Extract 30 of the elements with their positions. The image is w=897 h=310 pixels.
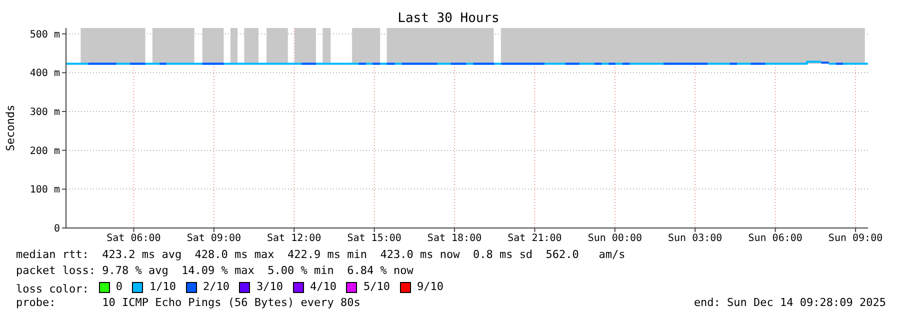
y-axis-title: Seconds xyxy=(4,104,17,152)
x-tick-label: Sat 18:00 xyxy=(427,233,482,244)
legend-label: 1/10 xyxy=(149,279,176,295)
legend-label: 0 xyxy=(116,279,122,295)
legend-title: loss color: xyxy=(16,282,89,296)
x-tick-label: Sun 00:00 xyxy=(588,233,642,244)
legend-label: 9/10 xyxy=(416,279,444,295)
x-tick-label: Sat 21:00 xyxy=(508,233,562,244)
chart-title: Last 30 Hours xyxy=(396,11,500,26)
y-tick-label: 200 m xyxy=(30,146,60,157)
y-tick-label: 0 xyxy=(54,224,60,235)
x-tick-label: Sat 12:00 xyxy=(267,233,322,244)
x-tick-label: Sat 15:00 xyxy=(347,233,402,244)
x-tick-label: Sun 06:00 xyxy=(748,233,802,244)
text: packet loss: 9.78 % avg 14.09 % max 5.00 % min 6.84 % now xyxy=(16,263,414,279)
text: end: Sun Dec 14 09:28:09 2025 xyxy=(694,295,886,310)
y-tick-label: 100 m xyxy=(30,184,60,196)
legend-label: 3/10 xyxy=(256,279,283,295)
y-tick-label: 300 m xyxy=(30,107,60,118)
legend-label: 2/10 xyxy=(202,279,230,295)
x-tick-label: Sun 03:00 xyxy=(668,233,722,244)
x-tick-label: Sat 06:00 xyxy=(106,233,161,244)
x-tick-label: Sat 09:00 xyxy=(186,233,242,244)
x-tick-label: Sun 09:00 xyxy=(828,233,883,244)
y-tick-label: 400 m xyxy=(30,68,60,80)
y-tick-label: 500 m xyxy=(30,29,60,40)
text: probe: 10 ICMP Echo Pings (56 Bytes) every 80s xyxy=(16,295,360,310)
text: median rtt: 423.2 ms avg 428.0 ms max 422.9 ms min 423.0 ms now 0.8 ms sd 562.0 am/s xyxy=(16,247,626,263)
legend-label: 5/10 xyxy=(363,279,390,295)
legend-label: 4/10 xyxy=(310,279,336,295)
